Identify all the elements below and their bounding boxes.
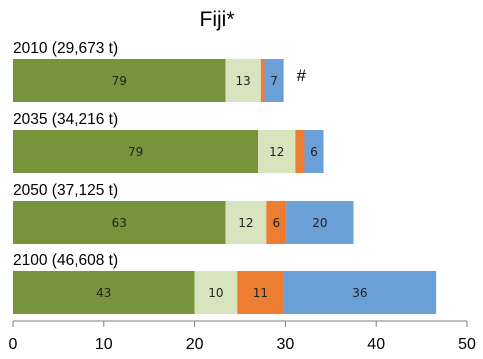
bar-segment-base <box>13 130 259 173</box>
bar-row: 2010 (29,673 t) 79 13 7 # <box>13 40 307 102</box>
bar-segment-base <box>13 59 226 102</box>
bar-segment-light <box>194 271 238 314</box>
bar-segment-orange <box>295 130 305 173</box>
row-label: 2100 (46,608 t) <box>13 252 118 269</box>
bar-segment-light <box>258 130 296 173</box>
bar-row: 2035 (34,216 t) 79 12 6 <box>13 111 324 173</box>
x-axis: 0 10 20 30 40 50 <box>9 320 476 353</box>
bar-row: 2100 (46,608 t) 43 10 11 36 <box>13 252 437 314</box>
segment-value-label: 79 <box>112 74 127 88</box>
row-label: 2035 (34,216 t) <box>13 111 118 128</box>
row-annotation: # <box>297 66 307 85</box>
segment-value-label: 6 <box>310 145 318 159</box>
segment-value-label: 12 <box>269 145 284 159</box>
segment-value-label: 13 <box>236 74 251 88</box>
row-label: 2050 (37,125 t) <box>13 182 118 199</box>
bar-segment-blue <box>264 59 284 102</box>
x-tick-label: 10 <box>95 336 113 353</box>
bar-segment-base <box>13 271 195 314</box>
x-tick-label: 0 <box>9 336 18 353</box>
bar-segment-base <box>13 201 226 244</box>
segment-value-label: 7 <box>270 74 278 88</box>
segment-value-label: 36 <box>352 286 367 300</box>
x-tick-label: 20 <box>186 336 204 353</box>
segment-value-label: 20 <box>312 216 327 230</box>
segment-value-label: 43 <box>96 286 111 300</box>
bar-segment-light <box>225 201 267 244</box>
bar-segment-blue <box>286 201 354 244</box>
bar-segment-orange <box>260 59 265 102</box>
segment-value-label: 6 <box>272 216 280 230</box>
segment-value-label: 11 <box>253 286 268 300</box>
x-tick-label: 30 <box>277 336 295 353</box>
bar-segment-orange <box>266 201 287 244</box>
segment-value-label: 63 <box>112 216 127 230</box>
segment-value-label: 10 <box>208 286 223 300</box>
bar-segment-blue <box>304 130 324 173</box>
chart-title: Fiji* <box>200 8 235 31</box>
bar-segment-light <box>225 59 261 102</box>
segment-value-label: 12 <box>238 216 253 230</box>
x-tick-label: 40 <box>367 336 385 353</box>
x-tick-label: 50 <box>458 336 476 353</box>
bar-segment-blue <box>283 271 437 314</box>
bar-row: 2050 (37,125 t) 63 12 6 20 <box>13 182 354 244</box>
row-label: 2010 (29,673 t) <box>13 40 118 57</box>
bar-segment-orange <box>237 271 284 314</box>
segment-value-label: 79 <box>128 145 143 159</box>
bar-rows: 2010 (29,673 t) 79 13 7 #2035 (34,216 t) 79 12… <box>13 40 437 314</box>
